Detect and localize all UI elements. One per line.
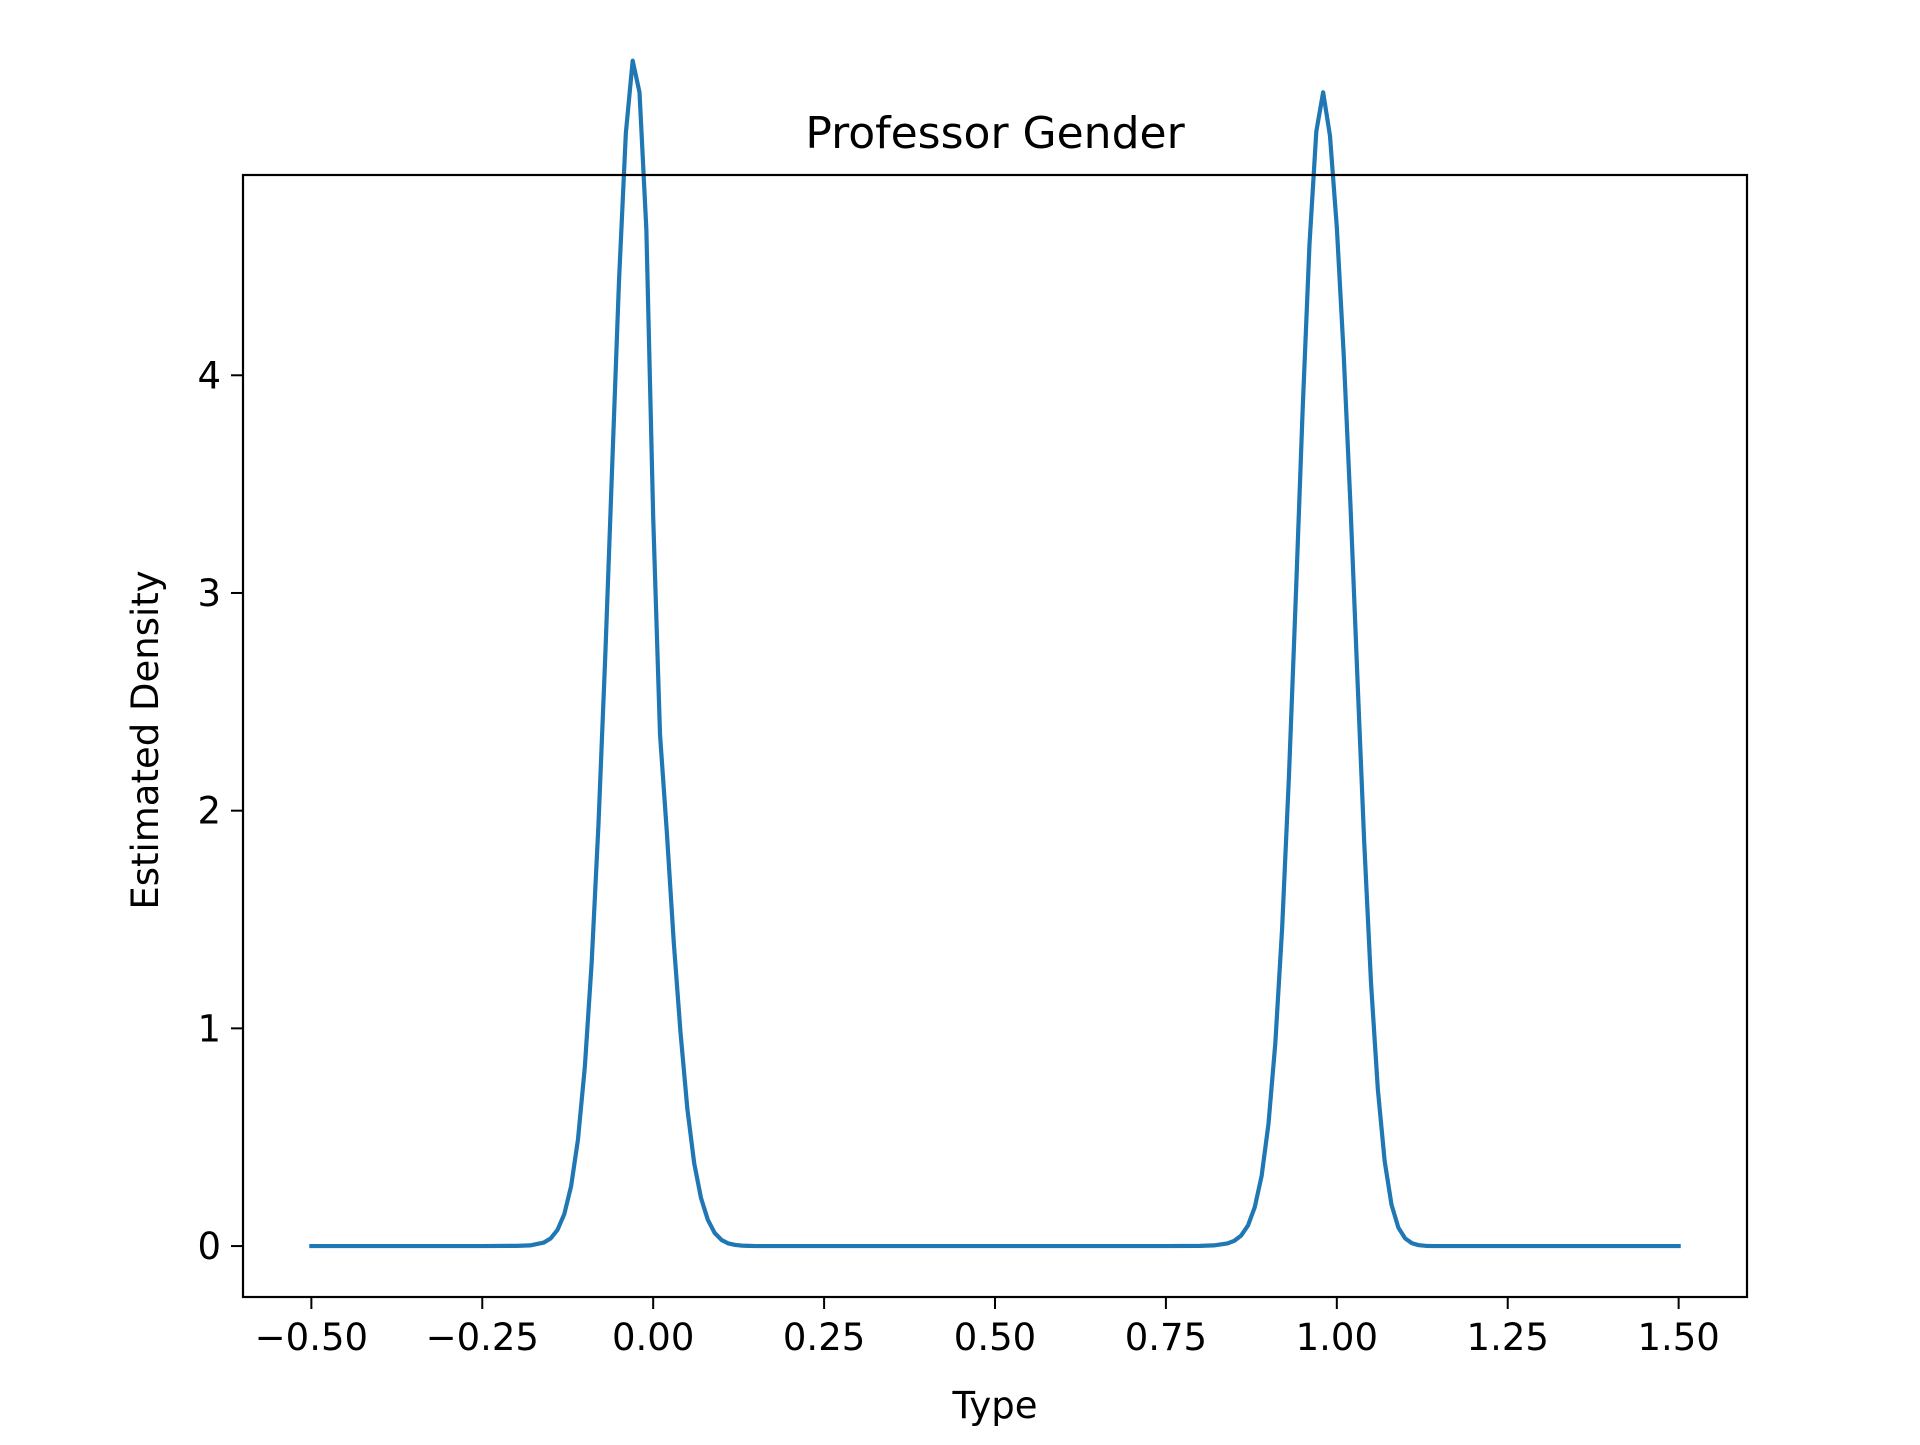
y-axis-label: Estimated Density <box>124 570 167 909</box>
y-tick-label: 3 <box>197 572 221 615</box>
x-tick-label: −0.50 <box>255 1316 368 1359</box>
y-tick-label: 0 <box>197 1225 221 1268</box>
x-tick-label: 0.25 <box>783 1316 865 1359</box>
y-tick-label: 2 <box>197 790 221 833</box>
x-tick-label: 1.25 <box>1467 1316 1549 1359</box>
y-tick-label: 1 <box>197 1007 221 1050</box>
x-tick-label: 0.00 <box>612 1316 694 1359</box>
y-tick-label: 4 <box>197 354 221 397</box>
x-tick-label: 0.50 <box>954 1316 1036 1359</box>
x-axis-ticks: −0.50 −0.25 0.00 0.25 0.50 0.75 1.00 1.25 1.50 <box>255 1297 1720 1359</box>
x-tick-label: 1.50 <box>1637 1316 1719 1359</box>
plot-area <box>309 58 1681 1249</box>
chart-title: Professor Gender <box>805 108 1185 159</box>
x-tick-label: −0.25 <box>426 1316 539 1359</box>
x-tick-label: 1.00 <box>1296 1316 1378 1359</box>
x-tick-label: 0.75 <box>1125 1316 1207 1359</box>
axes-frame <box>241 173 1749 1299</box>
density-line <box>309 58 1681 1249</box>
y-axis-ticks: 0 1 2 3 4 <box>197 354 243 1268</box>
x-axis-label: Type <box>952 1384 1038 1427</box>
